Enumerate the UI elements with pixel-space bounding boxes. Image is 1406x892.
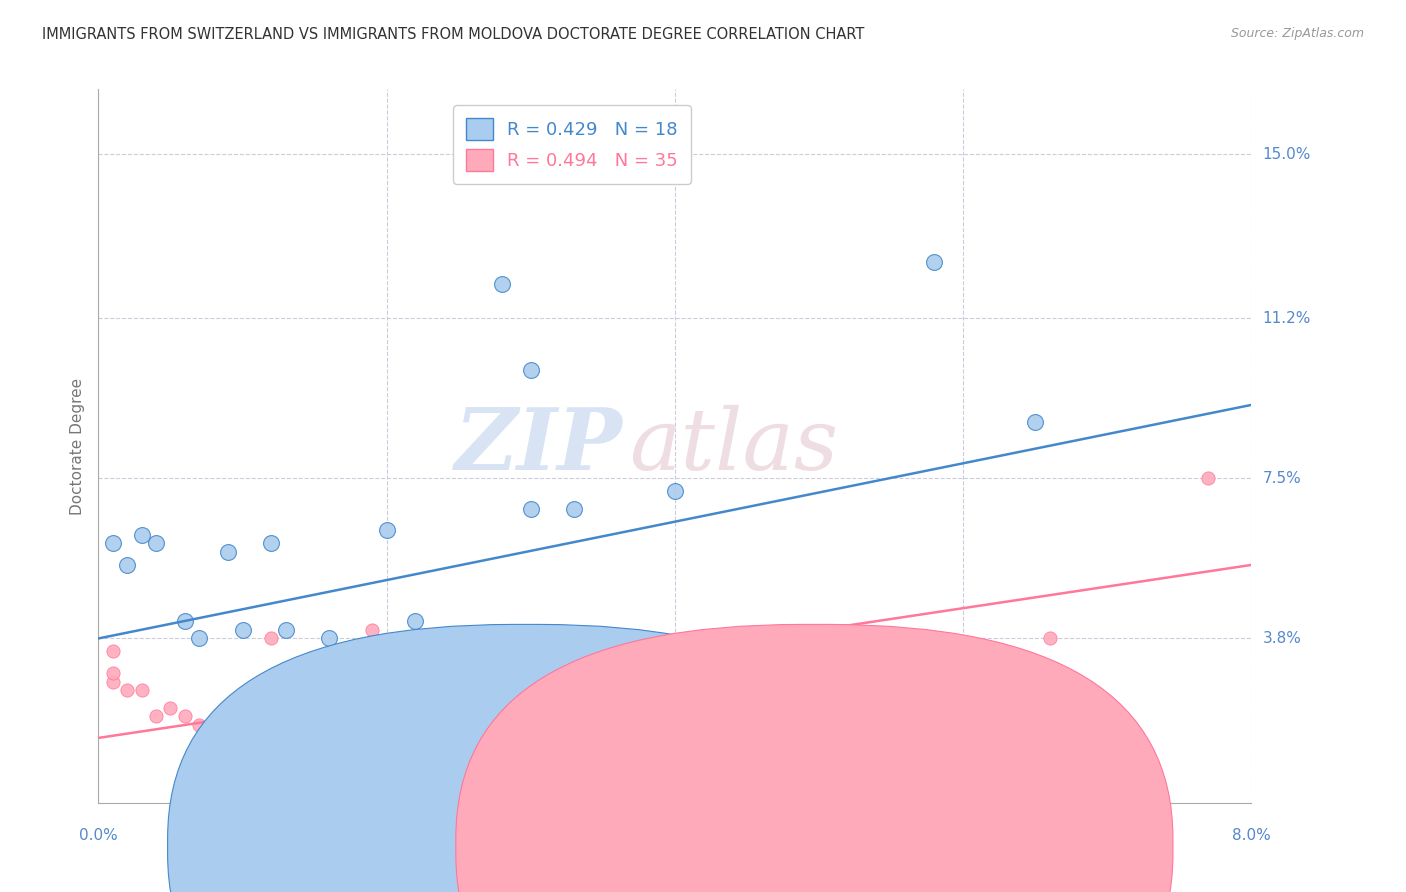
Point (520, 363, 543, 377)
Point (188, 718, 211, 732)
Point (636, 739, 658, 754)
Point (304, 718, 326, 732)
Point (188, 632, 211, 646)
Point (101, 666, 124, 681)
Text: Immigrants from Moldova: Immigrants from Moldova (837, 838, 1033, 853)
Point (346, 644, 368, 658)
Point (505, 709, 527, 723)
Point (520, 501, 543, 516)
FancyBboxPatch shape (167, 624, 884, 892)
Point (779, 666, 801, 681)
Point (664, 735, 686, 749)
Point (159, 700, 181, 714)
FancyBboxPatch shape (456, 624, 1173, 892)
Point (375, 666, 398, 681)
Point (231, 709, 254, 723)
Point (101, 674, 124, 689)
Text: 11.2%: 11.2% (1263, 311, 1310, 326)
Point (375, 524, 398, 538)
Point (405, 614, 427, 628)
Point (101, 644, 124, 658)
Point (562, 501, 585, 516)
Text: Source: ZipAtlas.com: Source: ZipAtlas.com (1230, 27, 1364, 40)
Point (145, 536, 167, 550)
Point (318, 674, 340, 689)
Point (174, 709, 197, 723)
Point (290, 700, 312, 714)
Point (433, 700, 456, 714)
Text: 15.0%: 15.0% (1263, 146, 1310, 161)
Text: 3.8%: 3.8% (1263, 631, 1302, 646)
Point (491, 277, 513, 291)
Point (1197, 471, 1219, 485)
Point (231, 623, 254, 637)
Text: IMMIGRANTS FROM SWITZERLAND VS IMMIGRANTS FROM MOLDOVA DOCTORATE DEGREE CORRELAT: IMMIGRANTS FROM SWITZERLAND VS IMMIGRANT… (42, 27, 865, 42)
Text: 0.0%: 0.0% (79, 828, 118, 843)
Point (117, 558, 139, 572)
Point (174, 614, 197, 628)
Point (217, 545, 239, 559)
Point (664, 484, 686, 499)
Text: Immigrants from Switzerland: Immigrants from Switzerland (548, 838, 770, 853)
Point (101, 536, 124, 550)
Point (202, 726, 225, 740)
Text: ZIP: ZIP (456, 404, 623, 488)
Point (461, 700, 484, 714)
Point (405, 640, 427, 654)
Point (491, 692, 513, 706)
Point (520, 666, 543, 681)
Point (131, 527, 153, 541)
Point (274, 666, 297, 681)
Point (274, 623, 297, 637)
Text: atlas: atlas (628, 405, 838, 487)
Point (1024, 415, 1046, 429)
Point (131, 683, 153, 698)
Point (924, 255, 946, 269)
Point (361, 623, 384, 637)
Point (1038, 632, 1062, 646)
Point (217, 718, 239, 732)
Text: 7.5%: 7.5% (1263, 471, 1301, 486)
Point (246, 700, 269, 714)
Point (260, 536, 283, 550)
Point (447, 666, 470, 681)
Legend: R = 0.429   N = 18, R = 0.494   N = 35: R = 0.429 N = 18, R = 0.494 N = 35 (453, 105, 690, 184)
Y-axis label: Doctorate Degree: Doctorate Degree (69, 377, 84, 515)
Text: 8.0%: 8.0% (1232, 828, 1271, 843)
Point (548, 644, 571, 658)
Point (117, 683, 139, 698)
Point (145, 709, 167, 723)
Point (260, 632, 283, 646)
Point (477, 726, 499, 740)
Point (318, 632, 340, 646)
